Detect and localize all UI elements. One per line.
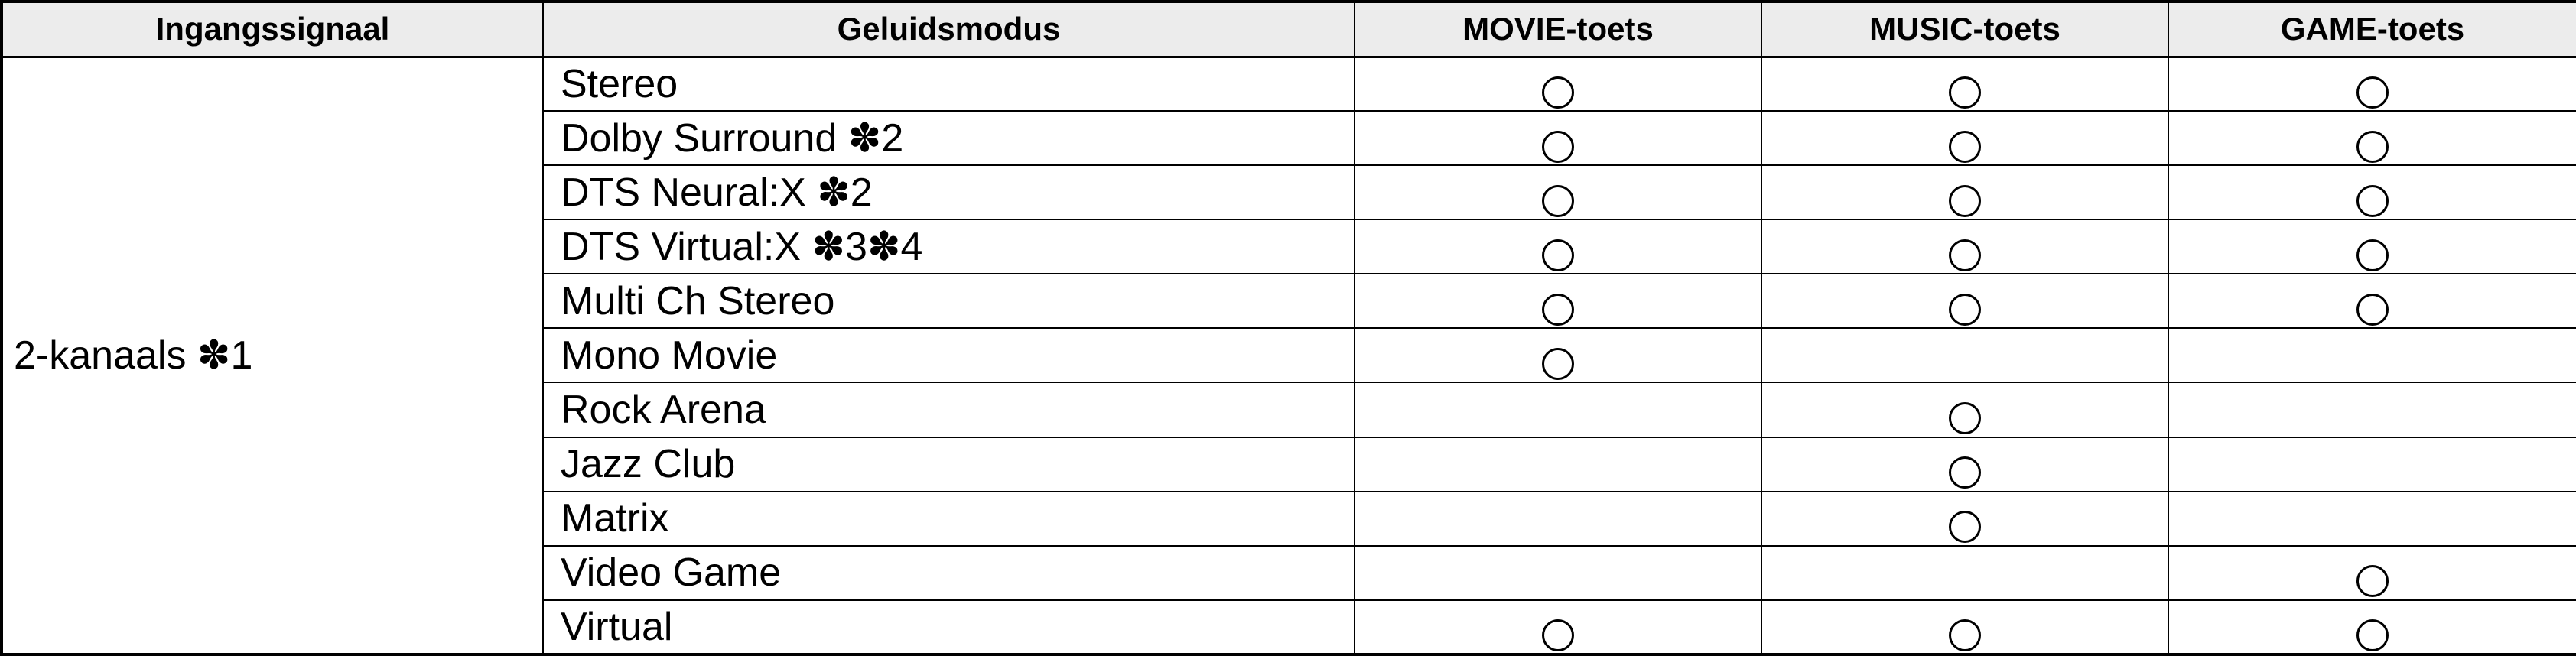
table-body: 2-kanaals ✽1 Stereo ○ ○ ○ Dolby Surround… (1, 55, 2576, 656)
circle-mark: ○ (2356, 185, 2389, 217)
music-mark-cell: ○ (1761, 436, 2169, 492)
movie-mark-cell: ○ (1354, 110, 1762, 167)
music-mark-cell (1761, 327, 2169, 384)
circle-mark: ○ (1949, 619, 1981, 651)
table-row: Matrix ○ (2, 490, 2576, 547)
sound-mode-cell: Video Game (542, 544, 1355, 601)
game-mark-cell: ○ (2168, 544, 2576, 601)
circle-mark: ○ (1949, 294, 1981, 326)
table-row: DTS Neural:X ✽2 ○ ○ ○ (2, 164, 2576, 221)
music-mark-cell: ○ (1761, 599, 2169, 656)
table-row: Virtual ○ ○ ○ (2, 599, 2576, 656)
sound-mode-cell: Multi Ch Stereo (542, 273, 1355, 330)
music-mark-cell: ○ (1761, 164, 2169, 221)
game-mark-cell (2168, 327, 2576, 384)
input-signal-cell: 2-kanaals ✽1 (1, 56, 544, 655)
movie-mark-cell: ○ (1354, 599, 1762, 656)
table-row: Jazz Club ○ (2, 436, 2576, 492)
circle-mark: ○ (2356, 131, 2389, 163)
game-mark-cell: ○ (2168, 219, 2576, 275)
table-row: Video Game ○ (2, 544, 2576, 601)
table-row: Dolby Surround ✽2 ○ ○ ○ (2, 110, 2576, 167)
circle-mark: ○ (2356, 565, 2389, 597)
sound-mode-cell: Rock Arena (542, 382, 1355, 438)
movie-mark-cell: ○ (1354, 273, 1762, 330)
music-mark-cell (1761, 544, 2169, 601)
game-mark-cell (2168, 490, 2576, 547)
circle-mark: ○ (1542, 619, 1574, 651)
circle-mark: ○ (1949, 131, 1981, 163)
circle-mark: ○ (1949, 511, 1981, 543)
sound-mode-cell: Dolby Surround ✽2 (542, 110, 1355, 167)
circle-mark: ○ (1949, 76, 1981, 109)
game-mark-cell: ○ (2168, 273, 2576, 330)
movie-mark-cell (1354, 544, 1762, 601)
table-row: Rock Arena ○ (2, 382, 2576, 438)
movie-mark-cell (1354, 436, 1762, 492)
movie-mark-cell (1354, 382, 1762, 438)
circle-mark: ○ (1949, 402, 1981, 434)
table-row: 2-kanaals ✽1 Stereo ○ ○ ○ (1, 55, 2576, 655)
circle-mark: ○ (1542, 185, 1574, 217)
col-header-input-signal: Ingangssignaal (1, 1, 544, 58)
music-mark-cell: ○ (1761, 55, 2169, 112)
game-mark-cell (2168, 382, 2576, 438)
circle-mark: ○ (2356, 294, 2389, 326)
circle-mark: ○ (2356, 76, 2389, 109)
game-mark-cell: ○ (2168, 599, 2576, 656)
movie-mark-cell: ○ (1354, 164, 1762, 221)
movie-mark-cell (1354, 490, 1762, 547)
music-mark-cell: ○ (1761, 219, 2169, 275)
music-mark-cell: ○ (1761, 382, 2169, 438)
circle-mark: ○ (1542, 76, 1574, 109)
music-mark-cell: ○ (1761, 273, 2169, 330)
circle-mark: ○ (2356, 619, 2389, 651)
sound-mode-cell: Stereo (542, 55, 1355, 112)
circle-mark: ○ (1949, 239, 1981, 271)
table-row: DTS Virtual:X ✽3✽4 ○ ○ ○ (2, 219, 2576, 275)
col-header-music-button: MUSIC-toets (1761, 1, 2169, 58)
movie-mark-cell: ○ (1354, 327, 1762, 384)
sound-mode-cell: Mono Movie (542, 327, 1355, 384)
table-row: Mono Movie ○ (2, 327, 2576, 384)
table-header: Ingangssignaal Geluidsmodus MOVIE-toets … (1, 1, 2576, 58)
sound-mode-cell: DTS Neural:X ✽2 (542, 164, 1355, 221)
circle-mark: ○ (1542, 239, 1574, 271)
circle-mark: ○ (1949, 185, 1981, 217)
header-row: Ingangssignaal Geluidsmodus MOVIE-toets … (1, 1, 2576, 58)
col-header-game-button: GAME-toets (2168, 1, 2576, 58)
sound-mode-cell: Jazz Club (542, 436, 1355, 492)
sound-mode-cell: Virtual (542, 599, 1355, 656)
circle-mark: ○ (2356, 239, 2389, 271)
col-header-movie-button: MOVIE-toets (1354, 1, 1762, 58)
music-mark-cell: ○ (1761, 110, 2169, 167)
game-mark-cell (2168, 436, 2576, 492)
game-mark-cell: ○ (2168, 164, 2576, 221)
game-mark-cell: ○ (2168, 55, 2576, 112)
table-row: Multi Ch Stereo ○ ○ ○ (2, 273, 2576, 330)
movie-mark-cell: ○ (1354, 219, 1762, 275)
circle-mark: ○ (1542, 294, 1574, 326)
circle-mark: ○ (1949, 456, 1981, 489)
col-header-sound-mode: Geluidsmodus (542, 1, 1355, 58)
circle-mark: ○ (1542, 131, 1574, 163)
sound-mode-cell: Matrix (542, 490, 1355, 547)
music-mark-cell: ○ (1761, 490, 2169, 547)
circle-mark: ○ (1542, 348, 1574, 380)
game-mark-cell: ○ (2168, 110, 2576, 167)
movie-mark-cell: ○ (1354, 55, 1762, 112)
sound-mode-cell: DTS Virtual:X ✽3✽4 (542, 219, 1355, 275)
